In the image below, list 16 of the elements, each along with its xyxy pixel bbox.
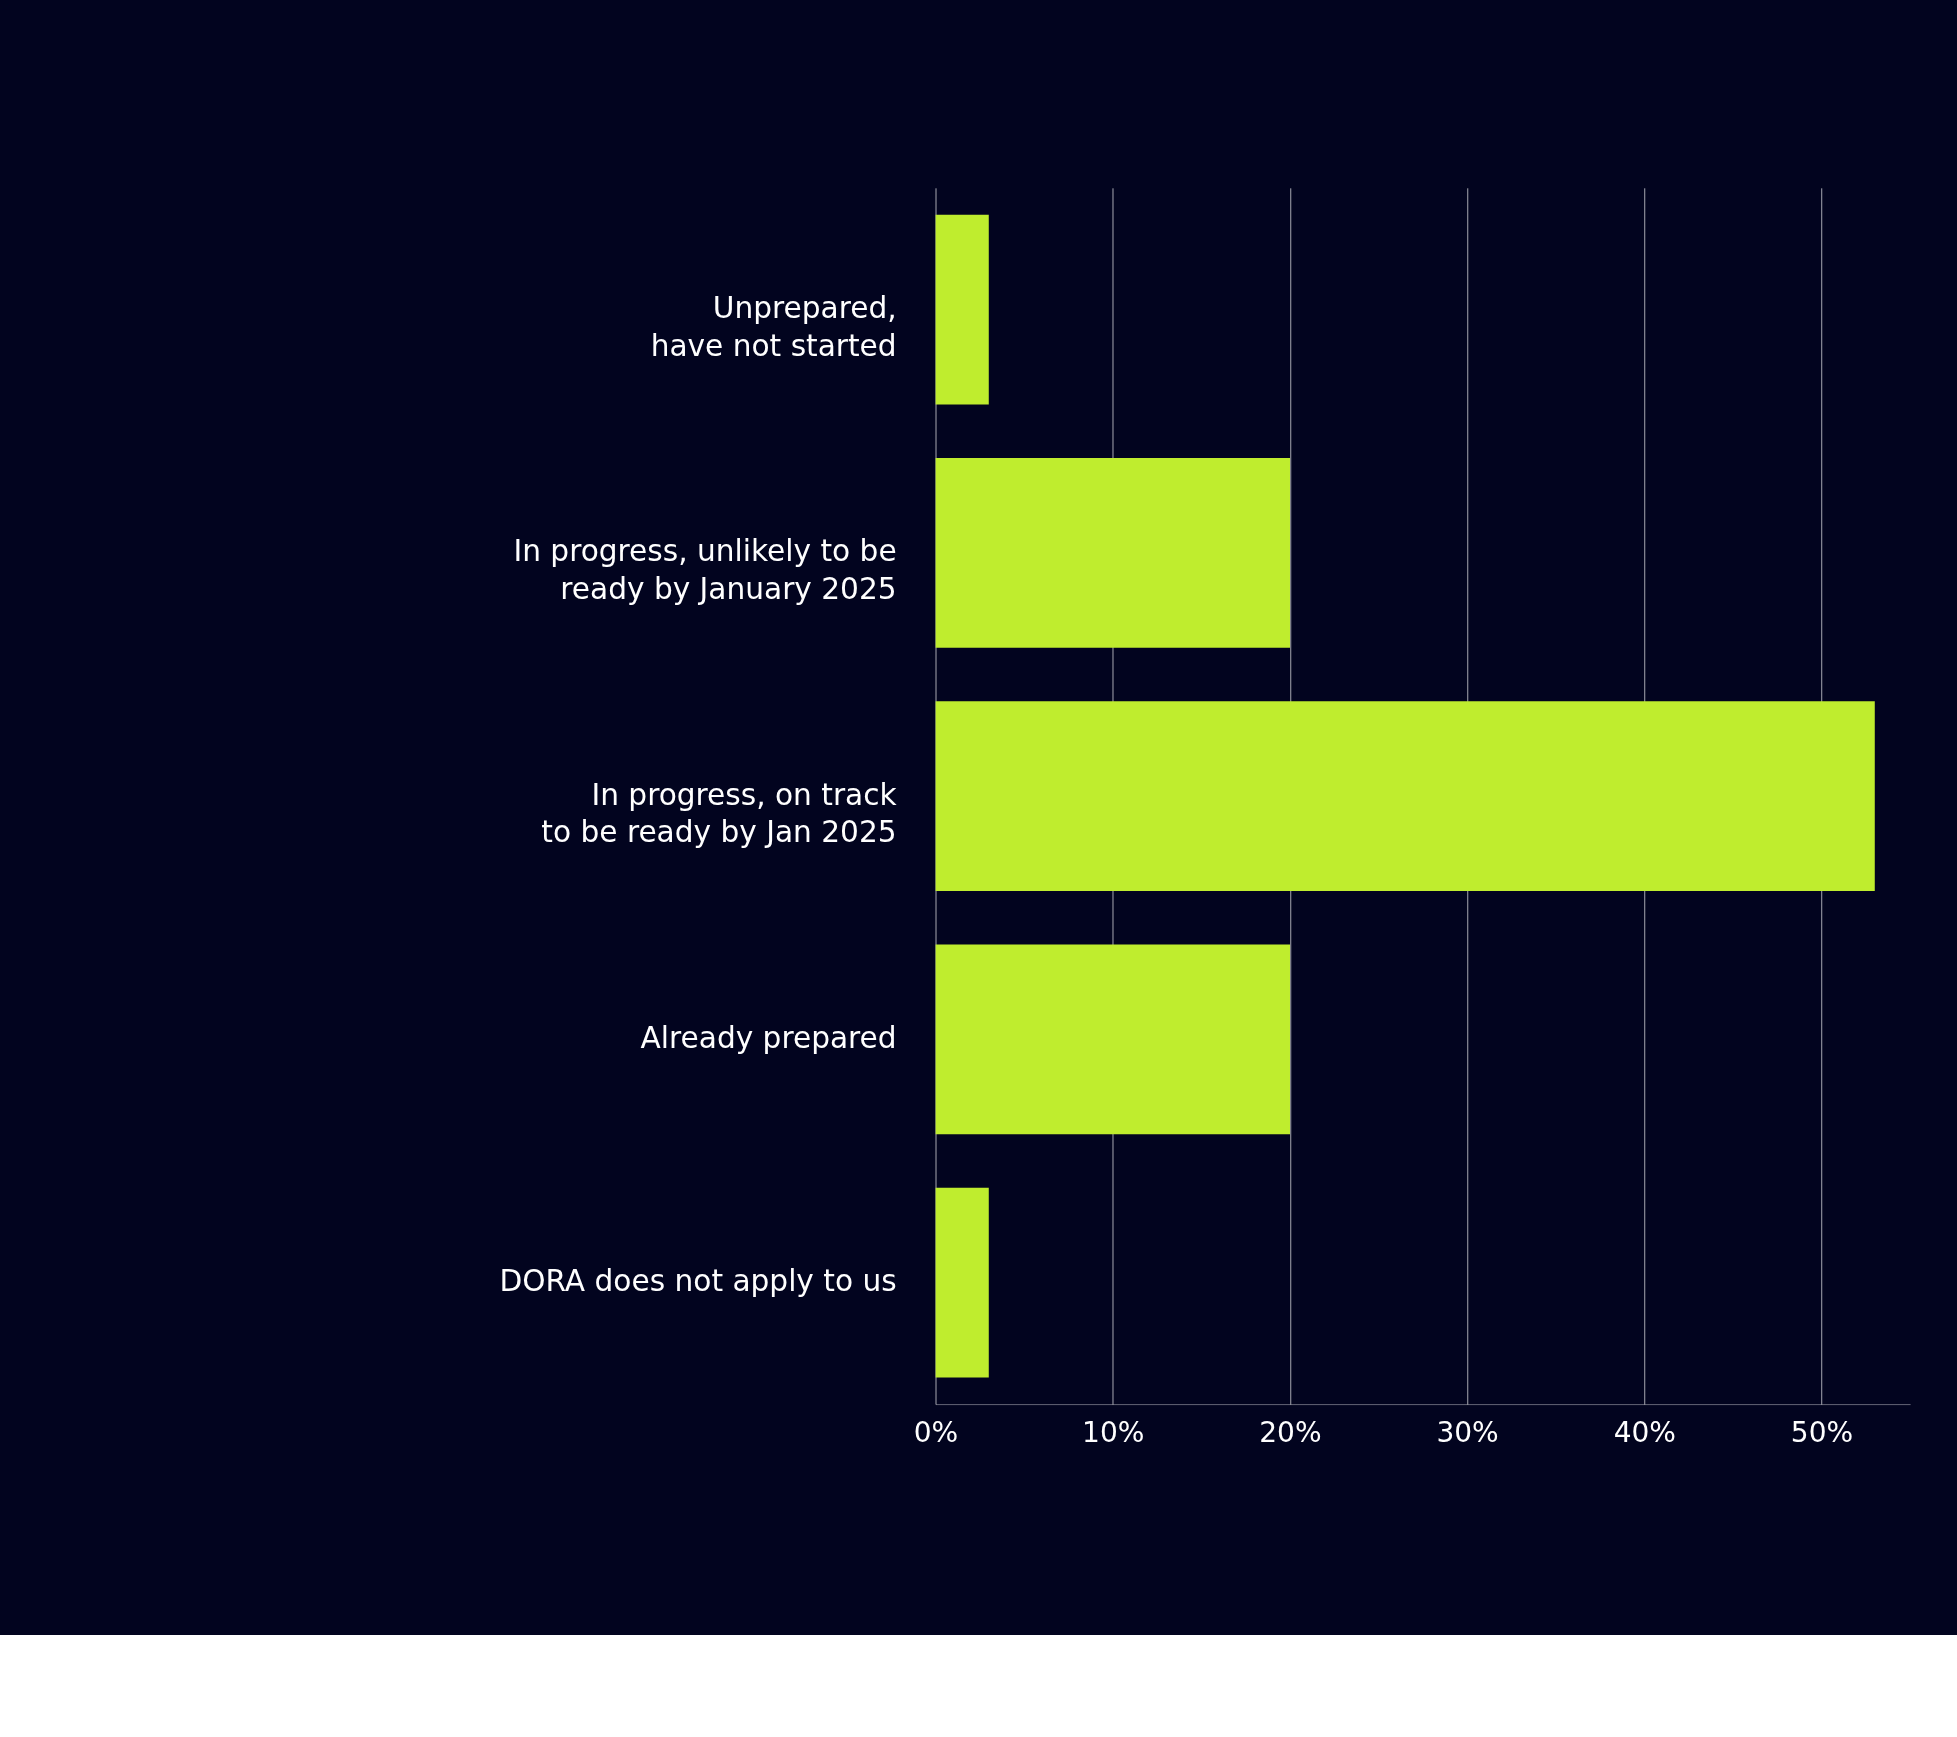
x-tick-label: 0% [913,1416,959,1450]
bar [935,457,1291,648]
x-tick-label: 20% [1259,1416,1322,1450]
y-tick-label: Unprepared, have not started [650,291,897,363]
x-tick-label: 50% [1790,1416,1854,1450]
y-tick-label: DORA does not apply to us [499,1264,897,1299]
y-tick-label: In progress, unlikely to be ready by January 2025 [513,534,897,606]
bar [935,1187,989,1378]
bar [935,944,1291,1135]
x-tick-label: 40% [1613,1416,1676,1450]
y-tick-label: Already prepared [640,1020,897,1055]
bar [935,214,989,405]
y-tick-label: In progress, on track to be ready by Jan 2025 [541,777,898,850]
bar [935,701,1875,891]
x-tick-label: 10% [1082,1416,1145,1450]
x-tick-label: 30% [1436,1416,1499,1450]
